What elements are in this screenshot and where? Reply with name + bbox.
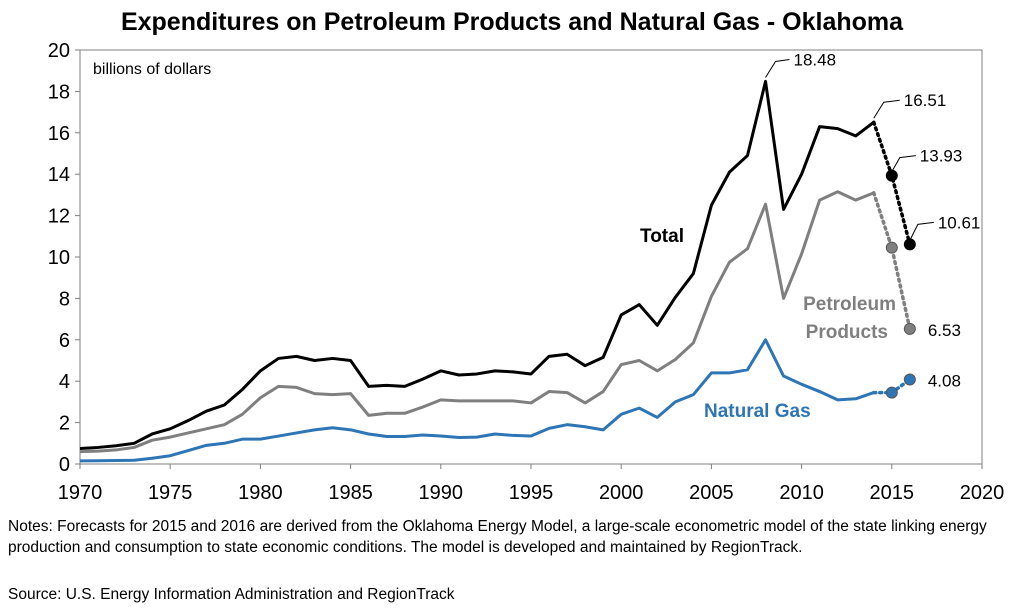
petroleum-products-forecast-point [885,241,898,254]
annotation-leader [891,155,916,172]
y-tick-label: 10 [48,247,70,269]
total-forecast-point [903,238,916,251]
y-tick-label: 2 [59,413,70,435]
y-tick-label: 0 [59,454,70,476]
x-tick-label: 2010 [779,482,824,504]
natural-gas-line [79,338,875,463]
petroleum-products-line [79,190,875,454]
annotation-label: 4.08 [928,372,961,391]
y-tick-label: 16 [48,123,70,145]
x-tick-label: 1990 [419,482,464,504]
natural-gas-forecast-point [885,386,898,399]
annotation-label: 18.48 [794,50,837,69]
x-tick-label: 1980 [238,482,283,504]
x-tick-label: 2020 [960,482,1005,504]
series-label: Total [640,226,684,247]
series-label: Products [806,322,888,343]
y-tick-label: 6 [59,330,70,352]
annotation-label: 16.51 [904,91,947,110]
y-tick-label: 18 [48,81,70,103]
unit-label: billions of dollars [93,61,211,78]
total-forecast-point [885,169,898,182]
total-line [79,79,875,450]
chart-area: 0 2 4 6 8 10 12 14 16 18 20 1970 1975 1980 1985 1990 199… [48,40,1005,504]
annotation-leader [873,99,900,119]
total-forecast-line [872,120,912,247]
chart-title: Expenditures on Petroleum Products and N… [120,8,904,36]
y-tick-label: 12 [48,206,70,228]
annotation-label: 10.61 [938,213,981,232]
chart-notes: Notes: Forecasts for 2015 and 2016 are d… [8,518,987,556]
series-label: Petroleum [803,294,896,315]
y-tick-label: 20 [48,40,70,62]
series-label: Natural Gas [704,401,811,422]
chart-source: Source: U.S. Energy Information Administ… [8,586,455,603]
annotation-leader [909,221,934,241]
y-tick-label: 4 [59,371,70,393]
x-tick-label: 1970 [58,482,103,504]
annotation-label: 13.93 [920,147,963,166]
x-tick-label: 2000 [599,482,644,504]
x-tick-label: 1985 [328,482,373,504]
x-tick-label: 2005 [689,482,734,504]
natural-gas-forecast-point [903,373,916,386]
annotation-label: 6.53 [928,321,961,340]
petroleum-products-forecast-point [903,322,916,335]
y-tick-label: 8 [59,288,70,310]
x-tick-label: 2015 [870,482,915,504]
x-tick-label: 1995 [509,482,554,504]
x-tick-label: 1975 [148,482,193,504]
annotation-leader [765,58,790,78]
y-tick-label: 14 [48,164,70,186]
